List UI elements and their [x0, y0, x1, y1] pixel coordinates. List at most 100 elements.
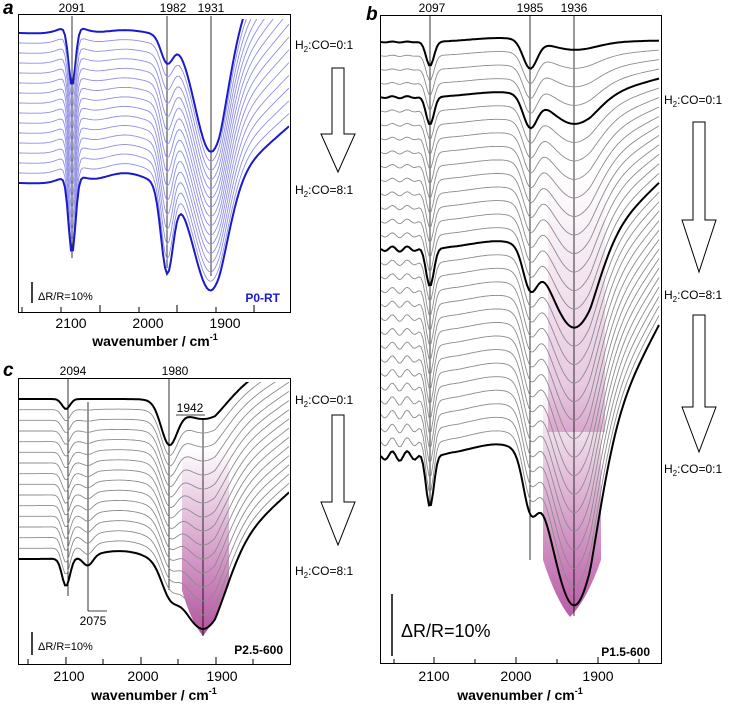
panel-c-scale-label: ΔR/R=10% — [38, 641, 93, 653]
panel-b-highlight-lower — [543, 385, 601, 617]
curvesC-series-7 — [19, 409, 289, 508]
curvesB-series-2 — [381, 49, 660, 84]
curvesB-series-30 — [381, 315, 660, 588]
panel-c-peak-label-4: 1942 — [177, 401, 204, 415]
curvesB-series-19 — [381, 210, 660, 384]
panel-b-scale-label: ΔR/R=10% — [401, 621, 491, 641]
panel-c-xaxis — [27, 657, 254, 664]
panel-b-tick-label-1: 2100 — [418, 668, 449, 684]
panel-b-peak-label-3: 1936 — [561, 1, 588, 15]
curvesB-series-1 — [381, 37, 660, 70]
panel-c-tick-label-1: 2100 — [53, 668, 84, 684]
panel-a-xlabel-sup: -1 — [210, 332, 218, 342]
curvesB-series-6 — [381, 87, 660, 144]
curvesC-series-5 — [19, 391, 289, 488]
curvesB-series-14 — [381, 163, 660, 291]
panel-a-xlabel: wavenumber / cm-1 — [91, 332, 218, 349]
panel-a-title: P0-RT — [245, 291, 280, 305]
curvesA-series-5 — [19, 19, 265, 190]
curvesC-series-8 — [19, 418, 289, 519]
curvesB-series-5 — [381, 77, 660, 130]
curvesB-series-27 — [381, 286, 660, 532]
panel-c-peak-label-2: 2075 — [80, 614, 107, 628]
curvesA-series-1 — [19, 19, 244, 153]
panel-b-letter: b — [366, 4, 378, 25]
curvesA-series-3 — [19, 19, 252, 171]
curvesC-series-3 — [19, 382, 276, 467]
panel-b: 2100 2000 1900 wavenumber / cm-1 2097 19… — [366, 1, 722, 703]
curvesB-series-11 — [381, 135, 660, 236]
curvesB-series-9 — [381, 116, 660, 199]
panel-b-xaxis — [393, 657, 640, 664]
panel-b-title: P1.5-600 — [601, 645, 650, 659]
panel-b-state-label-3: H2:CO=0:1 — [664, 462, 722, 478]
curvesA-series-6 — [19, 19, 274, 199]
curvesA-series-4 — [19, 19, 258, 181]
curvesB-series-7 — [381, 97, 660, 162]
curvesC-series-10 — [19, 436, 289, 546]
panel-c-traces — [19, 382, 289, 631]
panel-b-tick-label-2: 2000 — [500, 668, 531, 684]
curvesC-series-4 — [19, 382, 289, 477]
panel-a-scale-label: ΔR/R=10% — [38, 291, 93, 303]
curvesC-series-14 — [19, 473, 289, 602]
panel-a-letter: a — [3, 0, 14, 19]
panel-b-xlabel: wavenumber / cm-1 — [456, 686, 583, 703]
curvesB-series-25 — [381, 267, 660, 495]
curvesB-series-28 — [381, 296, 660, 551]
curvesB-series-21 — [381, 229, 660, 421]
panel-a-start-label: H2:CO=0:1 — [295, 38, 353, 54]
curvesA-series-9 — [19, 36, 289, 227]
panel-c-tick-label-2: 2000 — [127, 668, 158, 684]
panel-a-xaxis — [21, 305, 255, 312]
curvesA-series-8 — [19, 23, 289, 217]
panel-b-peak-label-1: 2097 — [419, 1, 446, 15]
curvesB-series-13 — [381, 154, 660, 273]
panel-c-down-arrow — [320, 414, 356, 547]
curvesB-series-31 — [381, 324, 660, 607]
curvesC-series-12 — [19, 455, 289, 574]
panel-a: 2100 2000 1900 wavenumber / cm-1 2091 19… — [3, 0, 356, 349]
curvesC-series-6 — [19, 400, 289, 498]
curvesC-series-15 — [19, 482, 289, 616]
curvesB-series-29 — [381, 305, 660, 569]
panel-c-peak-label-3: 1980 — [162, 364, 189, 378]
curvesB-series-23 — [381, 248, 660, 458]
panel-a-tick-label-2: 2000 — [132, 315, 163, 331]
panel-b-state-label-1: H2:CO=0:1 — [664, 93, 722, 109]
panel-c-end-label: H2:CO=8:1 — [295, 564, 353, 580]
curvesA-series-7 — [19, 19, 284, 208]
curvesB-series-24 — [381, 258, 660, 477]
panel-c-frame — [18, 378, 291, 665]
panel-b-down-arrow-2 — [681, 314, 717, 454]
panel-a-tick-label-1: 2100 — [55, 315, 86, 331]
curvesA-series-12 — [19, 74, 289, 254]
panel-c-letter: c — [3, 360, 14, 381]
curvesB-series-3 — [381, 59, 660, 99]
panel-b-state-label-2: H2:CO=8:1 — [664, 288, 722, 304]
panel-b-traces — [381, 37, 660, 607]
panel-c-tick-label-3: 1900 — [206, 668, 237, 684]
curvesB-series-4 — [381, 68, 660, 114]
curvesC-series-11 — [19, 446, 289, 560]
panel-c-xlabel-sup: -1 — [209, 686, 217, 696]
curvesB-series-17 — [381, 191, 660, 347]
panel-a-peak-label-2: 1982 — [160, 1, 187, 15]
panel-a-gridlines — [71, 16, 212, 276]
panel-c-title: P2.5-600 — [234, 643, 283, 657]
curvesC-series-9 — [19, 427, 289, 532]
curvesB-series-26 — [381, 277, 660, 514]
panel-c-peak-label-1: 2094 — [60, 364, 87, 378]
panel-a-end-label: H2:CO=8:1 — [295, 183, 353, 199]
curvesC-series-2 — [19, 382, 262, 456]
panel-b-highlight-upper — [548, 170, 605, 432]
curvesA-series-15 — [19, 113, 289, 282]
curvesC-series-1 — [19, 382, 250, 447]
panel-b-xlabel-sup: -1 — [575, 686, 583, 696]
curvesB-series-10 — [381, 125, 660, 217]
curvesA-series-10 — [19, 49, 289, 236]
panel-c-start-label: H2:CO=0:1 — [295, 393, 353, 409]
panel-b-down-arrow-1 — [681, 121, 717, 274]
panel-a-frame — [18, 14, 291, 313]
curvesB-series-8 — [381, 106, 660, 180]
